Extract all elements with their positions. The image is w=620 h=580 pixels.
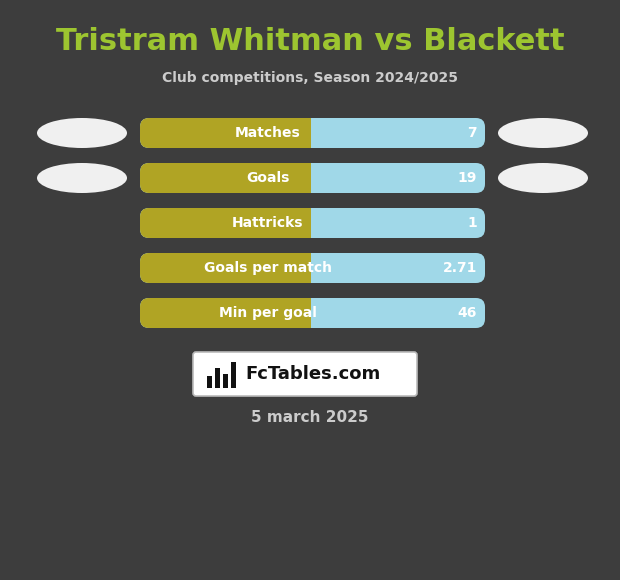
Bar [215, 368, 220, 388]
Text: Hattricks: Hattricks [232, 216, 303, 230]
Bar [301, 253, 311, 283]
FancyBboxPatch shape [140, 208, 485, 238]
Bar [301, 163, 311, 193]
Text: 7: 7 [467, 126, 477, 140]
Ellipse shape [498, 118, 588, 148]
FancyBboxPatch shape [140, 118, 311, 148]
Text: 5 march 2025: 5 march 2025 [251, 411, 369, 426]
Text: Club competitions, Season 2024/2025: Club competitions, Season 2024/2025 [162, 71, 458, 85]
FancyBboxPatch shape [193, 352, 417, 396]
Bar [207, 376, 212, 388]
Bar [301, 298, 311, 328]
Text: Matches: Matches [235, 126, 301, 140]
FancyBboxPatch shape [140, 208, 311, 238]
Bar [301, 208, 311, 238]
Ellipse shape [37, 163, 127, 193]
Text: Min per goal: Min per goal [219, 306, 317, 320]
Text: 46: 46 [458, 306, 477, 320]
Bar [223, 374, 228, 388]
FancyBboxPatch shape [140, 298, 311, 328]
Ellipse shape [37, 118, 127, 148]
FancyBboxPatch shape [140, 118, 485, 148]
Ellipse shape [498, 163, 588, 193]
Text: 19: 19 [458, 171, 477, 185]
FancyBboxPatch shape [140, 298, 485, 328]
Text: 1: 1 [467, 216, 477, 230]
Text: 2.71: 2.71 [443, 261, 477, 275]
Text: Tristram Whitman vs Blackett: Tristram Whitman vs Blackett [56, 27, 564, 56]
Text: Goals: Goals [246, 171, 290, 185]
FancyBboxPatch shape [140, 163, 311, 193]
Text: FcTables.com: FcTables.com [245, 365, 380, 383]
FancyBboxPatch shape [140, 163, 485, 193]
FancyBboxPatch shape [140, 253, 485, 283]
Text: Goals per match: Goals per match [203, 261, 332, 275]
Bar [231, 362, 236, 388]
FancyBboxPatch shape [140, 253, 311, 283]
Bar [301, 118, 311, 148]
